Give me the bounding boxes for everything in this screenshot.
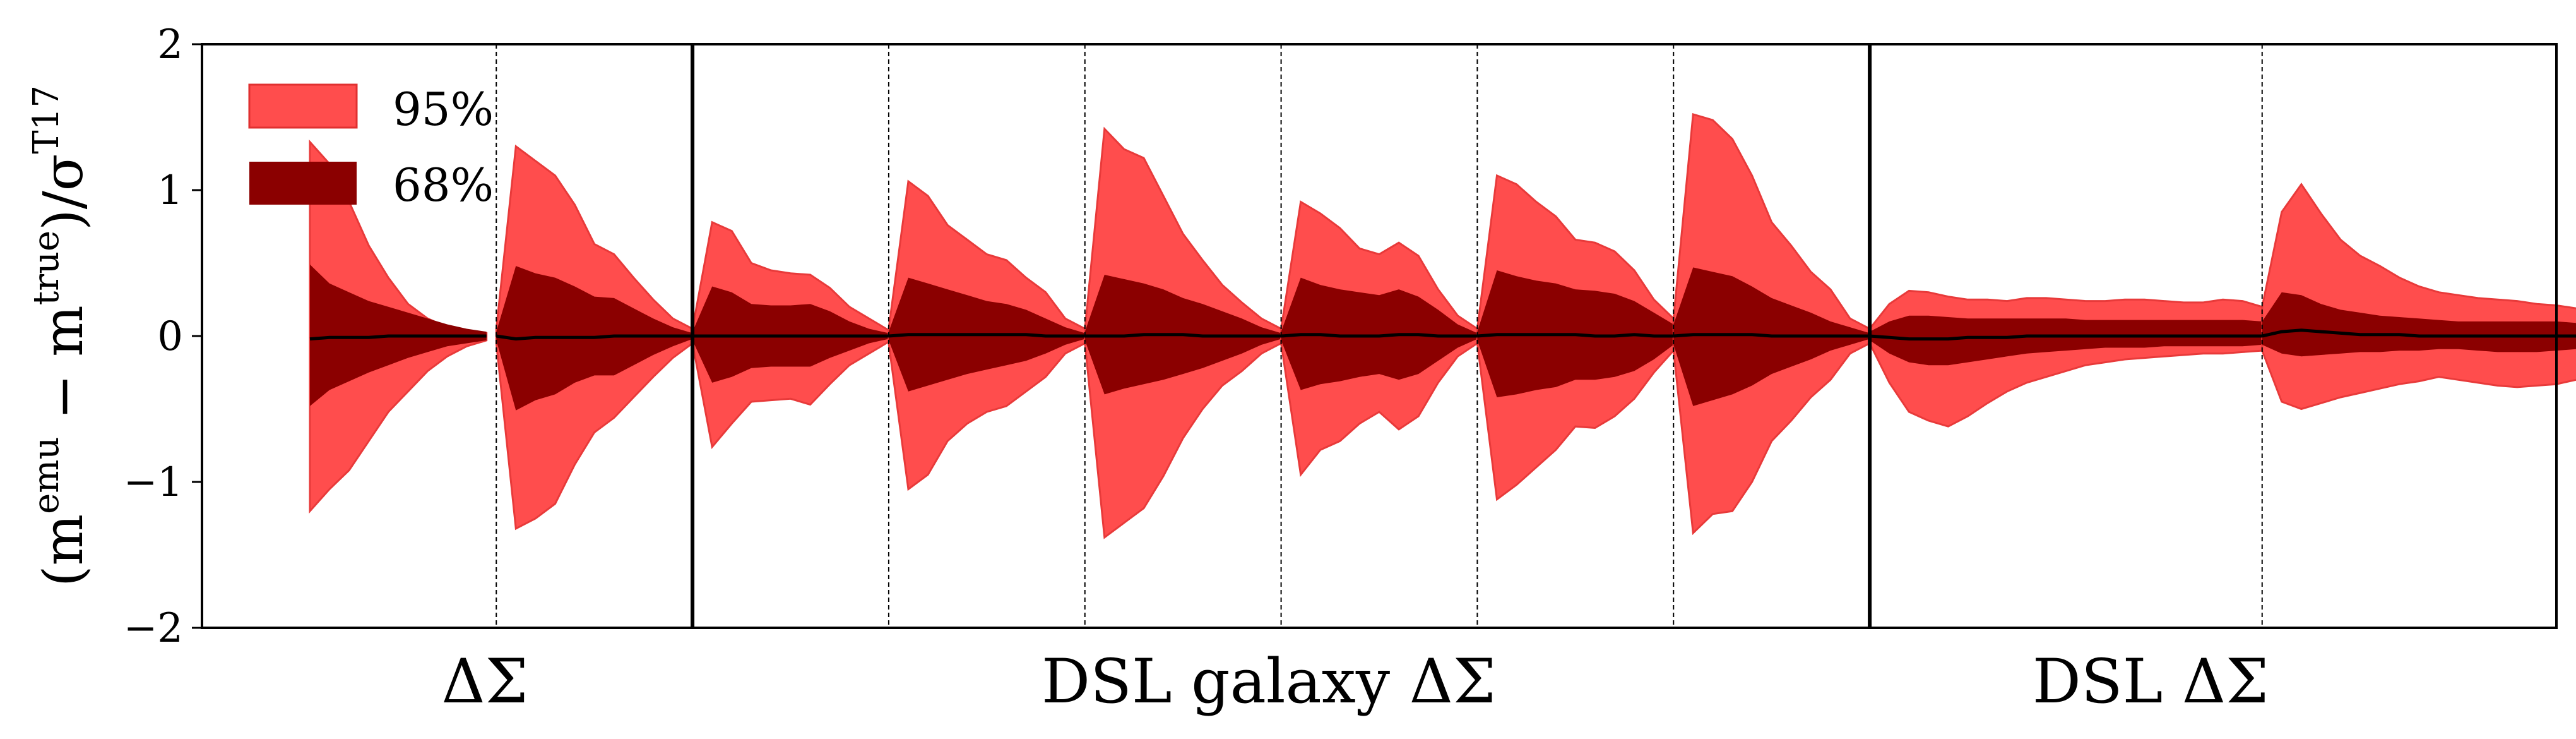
median-line-segment-1 xyxy=(496,334,693,341)
group-label-dsl-galaxy: DSL galaxy ΔΣ xyxy=(1042,646,1496,717)
median-line-segment-4 xyxy=(1084,333,1281,338)
y-axis-label: (memu − mtrue)/σT17 xyxy=(26,85,95,587)
ylabel-open: (m xyxy=(32,514,95,587)
ylabel-sup-true: true xyxy=(26,231,67,305)
legend-swatch-68 xyxy=(249,162,357,205)
legend-label-68: 68% xyxy=(393,159,494,212)
ylabel-minus: − m xyxy=(32,305,95,436)
median-layer xyxy=(309,328,2576,341)
median-line-segment-6 xyxy=(1477,333,1674,338)
group-labels: ΔΣ DSL galaxy ΔΣ DSL ΔΣ xyxy=(441,646,2269,717)
ylabel-sup-emu: emu xyxy=(26,437,67,514)
band-layer xyxy=(309,112,2576,539)
y-tick-label-2: 0 xyxy=(157,313,183,360)
band-68-segment-9 xyxy=(2262,292,2576,357)
median-line-segment-3 xyxy=(888,333,1085,338)
y-tick-label-4: 2 xyxy=(157,21,183,68)
legend: 95% 68% xyxy=(248,83,494,212)
y-tick-label-0: −2 xyxy=(124,605,183,652)
group-label-dsl: DSL ΔΣ xyxy=(2033,646,2269,717)
band-95-segment-9 xyxy=(2261,183,2576,411)
y-tick-label-3: 1 xyxy=(157,167,183,214)
svg-text:(memu − mtrue)/σT17: (memu − mtrue)/σT17 xyxy=(26,85,95,587)
median-line-segment-5 xyxy=(1281,333,1478,338)
band-68-segment-8 xyxy=(1870,315,2262,366)
legend-swatch-95 xyxy=(248,83,358,129)
y-tick-label-1: −1 xyxy=(124,459,183,506)
median-line-segment-9 xyxy=(2262,328,2576,338)
ylabel-sup-t17: T17 xyxy=(26,85,67,154)
legend-label-95: 95% xyxy=(393,83,494,136)
median-line-segment-0 xyxy=(309,334,487,341)
median-line-segment-7 xyxy=(1673,333,1870,338)
group-label-deltasigma: ΔΣ xyxy=(441,646,528,717)
median-line-segment-8 xyxy=(1869,334,2262,341)
y-axis: −2 −1 0 1 2 xyxy=(124,21,202,652)
ylabel-close: )/σ xyxy=(32,154,95,231)
band-68-segment-5 xyxy=(1281,277,1478,390)
